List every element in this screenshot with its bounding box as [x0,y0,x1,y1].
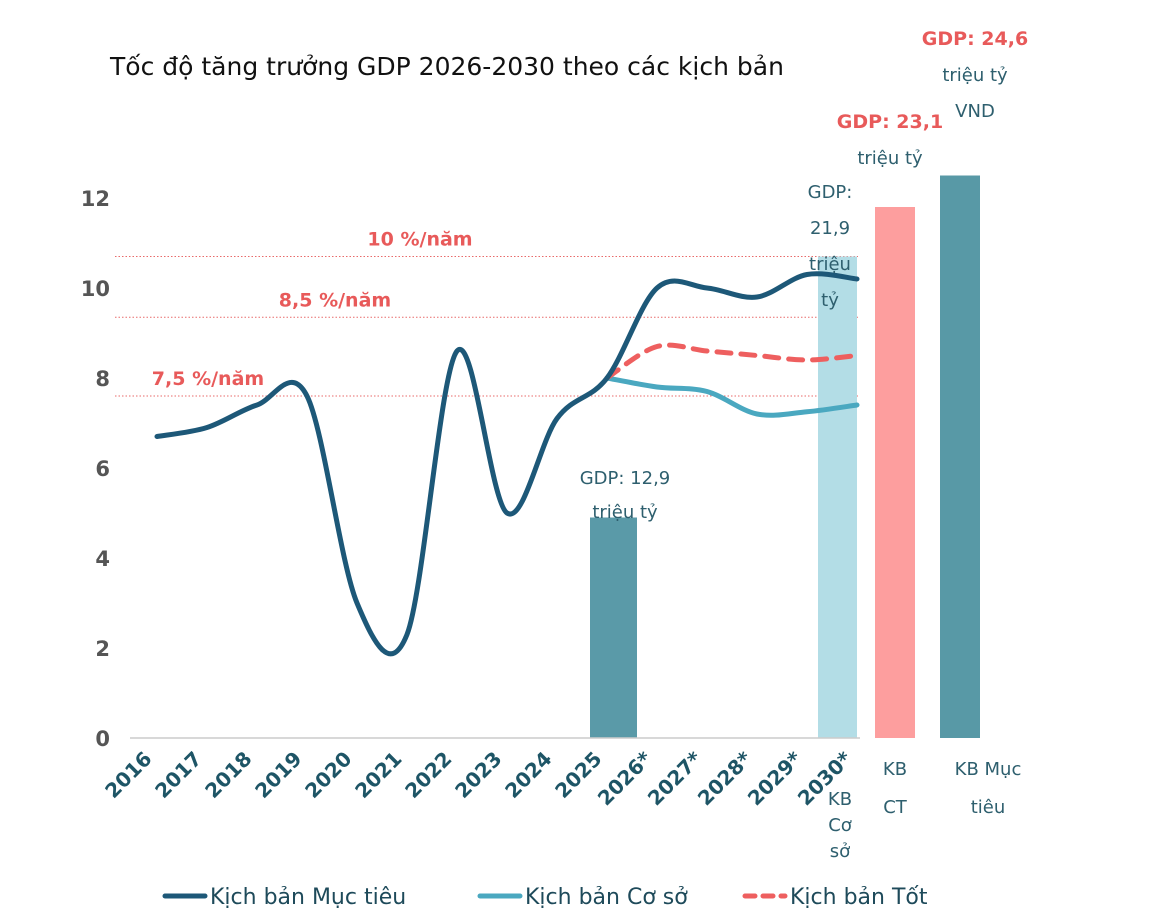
x-tick-label: 2017 [150,747,206,803]
x-tick-label: 2021 [350,747,406,803]
x-tick-label: 2019 [250,747,306,803]
y-tick-label: 12 [81,187,110,211]
series-line-3 [604,342,860,381]
bar-1 [590,517,637,738]
y-tick-label: 8 [95,367,110,391]
x-tick-label: 2016 [100,747,156,803]
legend-label: Kịch bản Tốt [790,885,928,910]
bar-category-label: Cơ [828,815,852,836]
bar-annotation: GDP: 12,9 [580,468,671,489]
bar-annotation: tỷ [821,290,839,311]
bar-category-label: KB [828,789,852,810]
legend-label: Kịch bản Mục tiêu [210,885,406,910]
bar-annotation: triệu tỷ [592,502,658,523]
bar-annotation: triệu tỷ [857,148,923,169]
bar-annotation: GDP: [808,182,853,203]
bar-3 [875,207,915,738]
x-tick-label: 2026* [593,746,657,810]
bar-annotation: triệu [809,254,851,275]
bar-annotation: 21,9 [810,218,850,239]
x-tick-label: 2028* [693,746,757,810]
bar-category-label: KB [883,759,907,780]
x-tick-label: 2027* [643,746,707,810]
x-tick-label: 2023 [450,747,506,803]
bar-category-label: sở [830,841,850,862]
x-tick-label: 2022 [400,747,456,803]
bar-category-label: CT [883,797,908,818]
bar-annotation: GDP: 24,6 [922,28,1028,50]
y-tick-label: 4 [95,547,110,571]
bar-annotation: VND [955,101,995,122]
bar-4 [940,175,980,738]
x-axis: 2016201720182019202020212022202320242025… [100,746,1021,862]
y-tick-label: 0 [95,727,110,751]
bar-category-label: KB Mục [955,759,1022,780]
y-tick-label: 2 [95,637,110,661]
x-tick-label: 2029* [743,746,807,810]
reference-label: 8,5 %/năm [279,289,391,311]
legend: Kịch bản Mục tiêu Kịch bản Cơ sở Kịch bản … [162,885,928,910]
bar-annotation: GDP: 23,1 [837,111,943,133]
chart-title: Tốc độ tăng trưởng GDP 2026-2030 theo cá… [109,52,784,81]
bar-2 [818,256,857,738]
series-lines [154,271,860,657]
y-tick-label: 10 [81,277,110,301]
reference-label: 7,5 %/năm [152,368,264,390]
y-tick-label: 6 [95,457,110,481]
y-axis: 0 2 4 6 8 10 12 [81,187,860,751]
series-line-2 [604,375,860,418]
reference-lines: 10 %/năm 8,5 %/năm 7,5 %/năm [115,229,858,397]
bars [590,175,980,738]
legend-label: Kịch bản Cơ sở [525,885,688,910]
bar-annotation: triệu tỷ [942,65,1008,86]
x-tick-label: 2018 [200,747,256,803]
x-tick-label: 2024 [500,747,556,803]
reference-label: 10 %/năm [367,229,472,251]
x-tick-label: 2020 [300,747,356,803]
bar-category-label: tiêu [971,797,1006,818]
series-line-1 [154,271,860,657]
